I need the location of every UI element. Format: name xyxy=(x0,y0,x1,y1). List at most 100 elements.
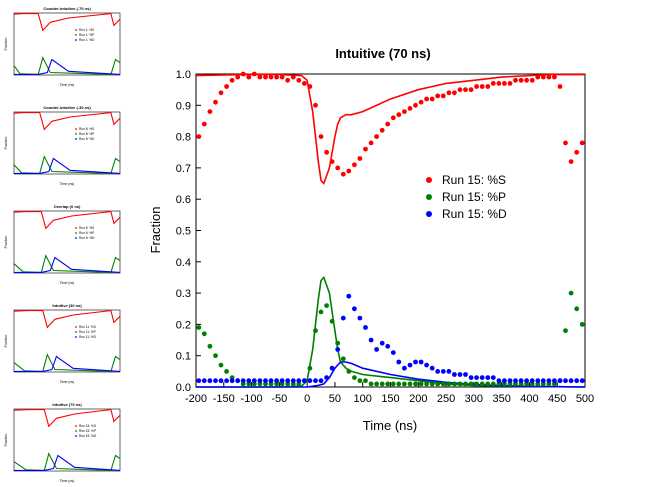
data-point xyxy=(474,381,479,387)
x-tick-label: 0 xyxy=(304,393,310,405)
thumbnail-trace xyxy=(14,157,121,174)
data-point xyxy=(485,381,491,387)
data-point xyxy=(346,369,352,374)
data-point xyxy=(424,96,429,102)
thumbnail-trace xyxy=(13,254,121,273)
thumbnail-title: Overlap (0 ns) xyxy=(54,204,81,209)
data-point xyxy=(479,375,485,380)
thumbnail-legend-marker xyxy=(75,430,77,432)
data-point xyxy=(318,378,324,384)
thumbnail-x-label: Time (ns) xyxy=(60,479,75,483)
data-point xyxy=(390,350,396,355)
data-point xyxy=(340,171,346,177)
data-point xyxy=(546,74,552,80)
data-point xyxy=(257,74,263,80)
y-axis: 0.0 0.1 0.2 0.3 0.4 0.5 0.6 0.7 0.8 0.9 1.0 xyxy=(176,69,201,394)
thumbnail-title: Intuitive (70 ns) xyxy=(52,402,82,407)
data-point xyxy=(357,156,363,161)
data-point xyxy=(563,140,568,146)
data-point xyxy=(513,77,518,83)
thumbnail-title: Counter-intuitive (-70 ns) xyxy=(43,6,91,11)
data-point xyxy=(396,381,402,387)
data-points xyxy=(196,71,585,387)
x-tick-label: -200 xyxy=(185,393,207,405)
data-point xyxy=(524,378,529,384)
data-point xyxy=(196,378,202,384)
fit-line xyxy=(196,361,586,388)
data-point xyxy=(485,375,491,380)
x-tick-label: 400 xyxy=(520,393,538,405)
data-point xyxy=(374,347,379,352)
data-point xyxy=(240,71,246,77)
thumbnail-trace xyxy=(14,454,121,471)
data-point xyxy=(296,77,302,83)
data-point xyxy=(407,362,413,368)
thumbnail-trace xyxy=(13,309,121,329)
data-point xyxy=(251,378,257,384)
data-point xyxy=(218,90,224,96)
y-tick-label: 0.8 xyxy=(176,132,191,144)
data-point xyxy=(324,375,329,380)
data-point xyxy=(324,303,329,308)
data-point xyxy=(418,381,424,387)
data-point xyxy=(568,378,574,384)
data-point xyxy=(563,378,568,384)
legend-label: Run 15: %P xyxy=(442,190,506,204)
fit-curves xyxy=(195,73,586,388)
data-point xyxy=(435,369,441,374)
data-point xyxy=(557,84,563,89)
thumbnail-frame xyxy=(13,408,121,472)
thumbnail-legend-marker xyxy=(75,39,77,41)
data-point xyxy=(440,369,446,374)
data-point xyxy=(201,121,207,127)
data-point xyxy=(390,381,396,387)
data-point xyxy=(529,77,535,83)
x-tick-label: 100 xyxy=(354,393,372,405)
thumbnail-legend-label: Run 1: %S xyxy=(79,28,94,32)
x-tick-label: -100 xyxy=(241,393,263,405)
data-point xyxy=(229,77,235,83)
data-point xyxy=(429,365,435,371)
thumbnail-legend-label: Run 15: %P xyxy=(79,429,96,433)
thumbnail-legend-label: Run 8: %P xyxy=(79,132,94,136)
data-point xyxy=(352,306,357,312)
data-point xyxy=(457,381,463,387)
data-point xyxy=(374,134,379,139)
data-point xyxy=(518,378,524,384)
data-point xyxy=(290,74,296,80)
data-point xyxy=(196,325,202,330)
data-point xyxy=(340,315,346,321)
data-point xyxy=(302,378,307,384)
data-point xyxy=(196,134,202,139)
thumbnail-frame xyxy=(13,210,121,274)
thumbnail-legend-label: Run 6: %D xyxy=(79,236,95,240)
data-point xyxy=(335,165,341,171)
data-point xyxy=(357,378,363,384)
data-point xyxy=(385,381,391,387)
data-point xyxy=(452,90,457,96)
series-points xyxy=(196,71,585,177)
data-point xyxy=(329,365,335,371)
x-tick-label: -150 xyxy=(213,393,235,405)
thumbnail-trace xyxy=(13,56,121,75)
data-point xyxy=(429,96,435,102)
thumbnail-legend-label: Run 6: %S xyxy=(79,226,94,230)
data-point xyxy=(540,74,546,80)
data-point xyxy=(468,381,474,387)
thumbnail-trace xyxy=(13,211,121,230)
data-point xyxy=(207,343,213,349)
legend-marker xyxy=(426,194,432,200)
data-point xyxy=(307,365,313,371)
data-point xyxy=(385,121,391,127)
data-point xyxy=(229,378,235,384)
x-tick-label: 250 xyxy=(437,393,455,405)
data-point xyxy=(402,109,407,114)
data-point xyxy=(340,356,346,362)
data-point xyxy=(435,381,441,387)
y-tick-label: 0.2 xyxy=(176,319,191,331)
data-point xyxy=(529,378,535,384)
data-point xyxy=(490,375,496,380)
thumbnail-legend-marker xyxy=(75,133,77,135)
data-point xyxy=(402,365,407,371)
data-point xyxy=(396,359,402,365)
